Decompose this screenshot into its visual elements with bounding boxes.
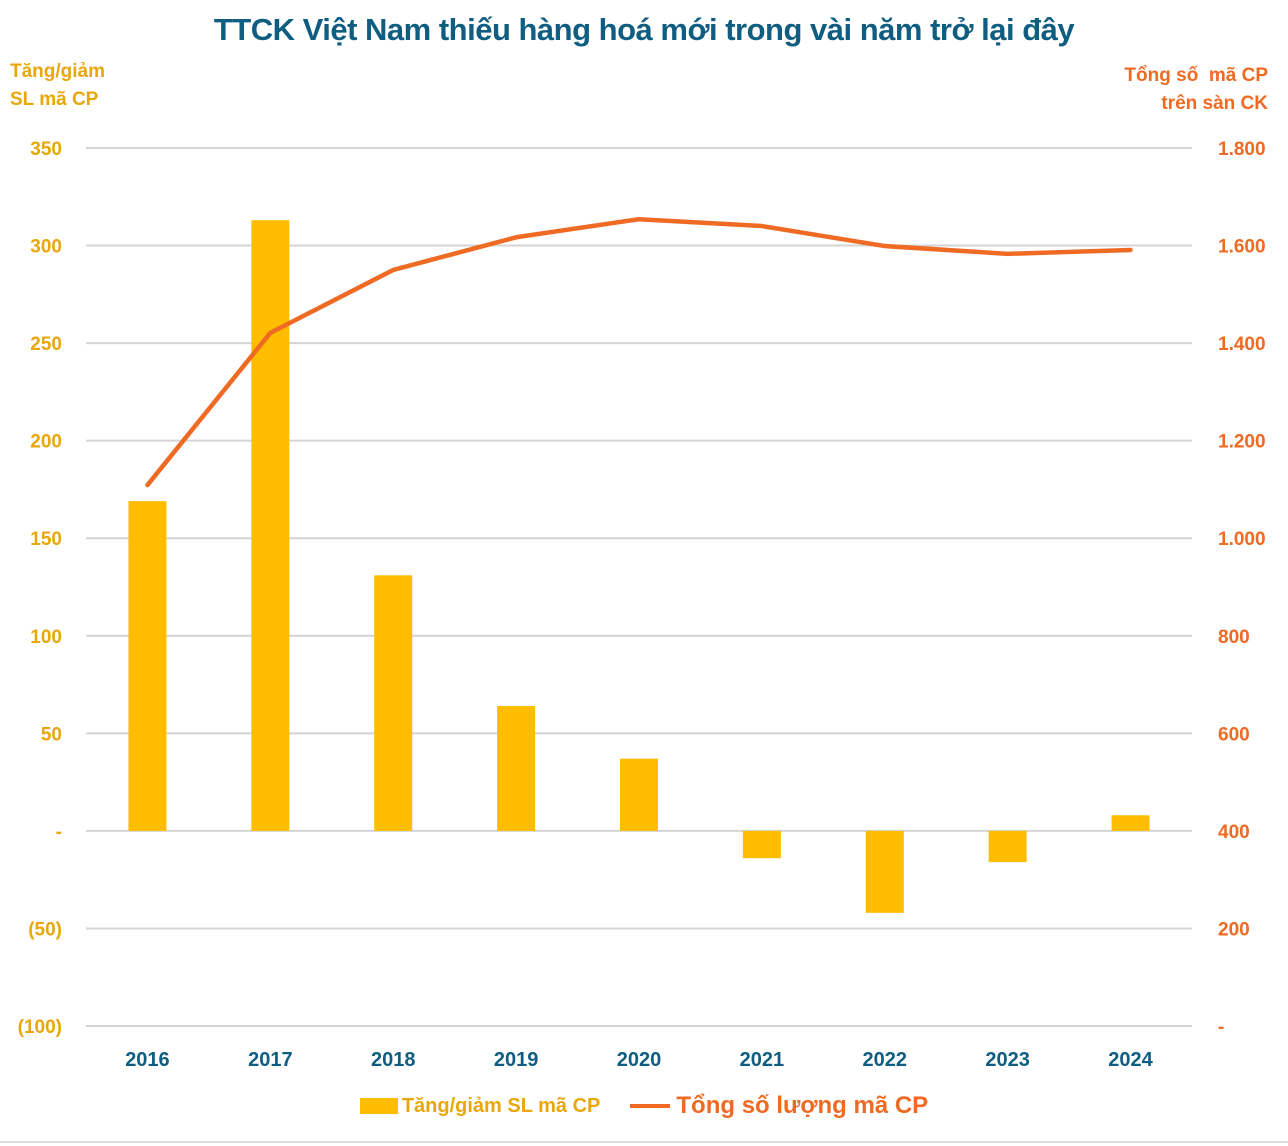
right-axis-title: Tổng số mã CP trên sàn CK [1124, 62, 1268, 118]
left-tick-label: 350 [30, 139, 62, 160]
x-axis-ticks: 2016 2017 2018 2019 2020 2021 2022 2023 2024 [125, 1049, 1153, 1071]
right-axis-ticks: 1.800 1.600 1.400 1.200 1.000 800 600 400 200 - [1218, 139, 1266, 1038]
right-tick-label: - [1218, 1017, 1224, 1038]
bar-2019[interactable] [497, 706, 536, 831]
left-axis-title: Tăng/giảm SL mã CP [10, 58, 105, 114]
left-axis-title-line-1: Tăng/giảm [10, 61, 106, 82]
legend: Tăng/giảm SL mã CP Tổng số lượng mã CP [0, 1092, 1288, 1120]
bar-2021[interactable] [742, 830, 781, 859]
bar-2016[interactable] [128, 501, 167, 831]
right-tick-label: 1.200 [1218, 432, 1266, 453]
right-tick-label: 400 [1218, 822, 1250, 843]
bottom-divider [0, 1141, 1288, 1143]
left-tick-label: 100 [30, 627, 62, 648]
x-tick-label: 2019 [494, 1049, 539, 1071]
x-tick-label: 2016 [125, 1049, 170, 1071]
legend-bar-label: Tăng/giảm SL mã CP [401, 1094, 601, 1117]
bar-2022[interactable] [865, 830, 904, 913]
bar-2023[interactable] [988, 830, 1027, 863]
x-tick-label: 2024 [1108, 1049, 1153, 1071]
right-tick-label: 600 [1218, 724, 1250, 745]
right-axis-title-line-2: trên sàn CK [1161, 93, 1268, 114]
right-axis-title-line-1: Tổng số mã CP [1124, 65, 1268, 86]
legend-item-line[interactable]: Tổng số lượng mã CP [630, 1092, 928, 1120]
bar-series [128, 220, 1150, 913]
x-tick-label: 2017 [248, 1049, 293, 1071]
right-tick-label: 1.400 [1218, 334, 1266, 355]
bar-2020[interactable] [620, 758, 658, 831]
bar-2018[interactable] [374, 575, 413, 831]
bar-2017[interactable] [251, 220, 290, 831]
line-series [145, 216, 1133, 488]
left-axis-title-line-2: SL mã CP [10, 89, 99, 110]
x-tick-label: 2021 [740, 1049, 785, 1071]
left-tick-label: 50 [41, 724, 62, 745]
legend-line-label: Tổng số lượng mã CP [676, 1092, 929, 1119]
left-tick-label: - [56, 822, 62, 843]
x-tick-label: 2018 [371, 1049, 416, 1071]
chart-title: TTCK Việt Nam thiếu hàng hoá mới trong v… [213, 12, 1075, 47]
left-tick-label: (100) [18, 1017, 62, 1038]
right-tick-label: 200 [1218, 919, 1250, 940]
right-tick-label: 800 [1218, 627, 1250, 648]
legend-item-bars[interactable]: Tăng/giảm SL mã CP [359, 1094, 601, 1118]
x-tick-label: 2022 [863, 1049, 908, 1071]
total-stocks-line[interactable] [145, 216, 1133, 488]
legend-line-swatch-icon [630, 1104, 671, 1108]
right-tick-label: 1.600 [1218, 237, 1266, 258]
right-tick-label: 1.000 [1218, 529, 1266, 550]
gridlines [86, 147, 1192, 1027]
left-axis-ticks: 350 300 250 200 150 100 50 - (50) (100) [18, 139, 62, 1038]
right-tick-label: 1.800 [1218, 139, 1266, 160]
left-tick-label: 300 [30, 237, 62, 258]
left-tick-label: 200 [30, 432, 62, 453]
left-tick-label: (50) [28, 919, 62, 940]
x-tick-label: 2020 [617, 1049, 662, 1071]
bar-2024[interactable] [1111, 815, 1150, 831]
left-tick-label: 250 [30, 334, 62, 355]
left-tick-label: 150 [30, 529, 62, 550]
legend-bar-swatch-icon [359, 1098, 398, 1114]
x-tick-label: 2023 [985, 1049, 1030, 1071]
